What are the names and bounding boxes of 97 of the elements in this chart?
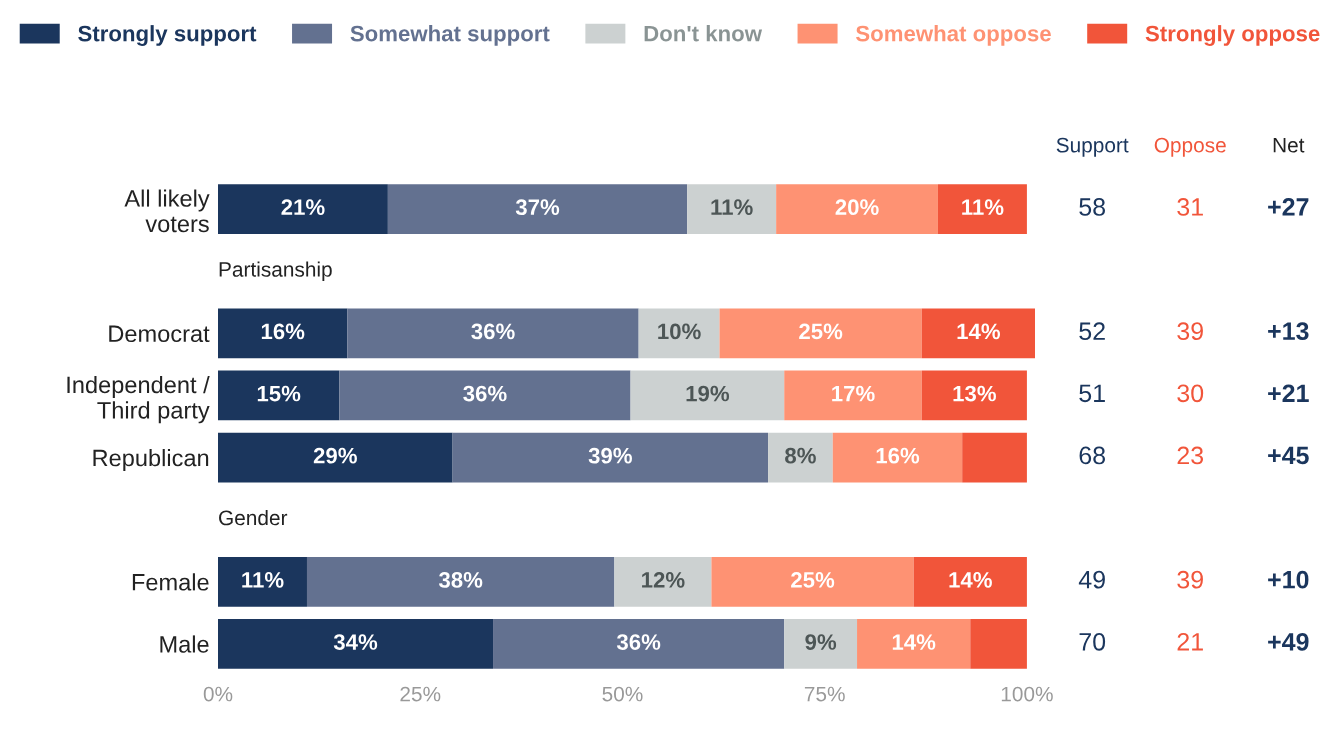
text: 39 xyxy=(1177,322,1203,341)
data-label: 36% xyxy=(616,634,661,650)
bar xyxy=(452,432,769,483)
text: Support xyxy=(1056,137,1129,157)
bar xyxy=(921,370,1027,421)
text: 51 xyxy=(1079,384,1105,403)
x-tick-label: 75% xyxy=(804,686,845,702)
data-label: 8% xyxy=(785,447,816,464)
y-tick-label: Democrat xyxy=(109,325,210,343)
bar xyxy=(339,370,631,421)
data-label: 37% xyxy=(515,199,560,216)
x-tick-label: 0% xyxy=(203,686,233,702)
data-label: 16% xyxy=(876,447,920,464)
bar xyxy=(493,619,785,669)
data-label: 34% xyxy=(333,634,378,650)
y-tick-label: Female xyxy=(132,573,209,591)
bar xyxy=(218,619,494,669)
bar xyxy=(970,619,1027,669)
data-label: 29% xyxy=(313,447,357,464)
legend-label: Don't know xyxy=(644,25,763,42)
bar xyxy=(913,556,1027,607)
bar xyxy=(937,184,1027,234)
bar xyxy=(630,370,785,421)
legend-label: Somewhat oppose xyxy=(855,25,1051,46)
bar xyxy=(784,370,922,421)
data-label: 11% xyxy=(711,199,753,215)
bar xyxy=(218,308,348,359)
data-label: 14% xyxy=(957,323,1001,340)
text: 49 xyxy=(1078,570,1105,589)
text: +10 xyxy=(1268,570,1309,589)
bar xyxy=(784,619,858,669)
text: 52 xyxy=(1079,322,1105,341)
text: 30 xyxy=(1177,384,1204,403)
y-tick-label: Independent / Third party xyxy=(67,375,210,424)
text: 58 xyxy=(1079,198,1106,216)
bar xyxy=(921,308,1035,359)
text: 21 xyxy=(1177,632,1203,651)
data-label: 10% xyxy=(658,323,701,340)
bar xyxy=(347,308,639,359)
data-label: 16% xyxy=(261,323,305,340)
data-label: 11% xyxy=(962,199,1004,215)
legend-label: Strongly support xyxy=(78,25,257,46)
text: +49 xyxy=(1268,632,1309,651)
legend-label: Strongly oppose xyxy=(1145,25,1320,46)
x-tick-label: 25% xyxy=(400,686,441,702)
annotation: Partisanship xyxy=(219,261,332,281)
legend-label: Somewhat support xyxy=(350,25,550,46)
text: Net xyxy=(1273,137,1305,153)
y-tick-label: All likely voters xyxy=(124,189,210,233)
data-label: 25% xyxy=(799,323,843,340)
bar xyxy=(687,184,777,234)
bar xyxy=(218,432,453,483)
x-tick-label: 50% xyxy=(602,686,643,702)
text: +21 xyxy=(1268,384,1309,402)
data-label: 11% xyxy=(242,572,284,588)
bar xyxy=(719,308,922,359)
bar xyxy=(962,432,1027,483)
text: +13 xyxy=(1268,322,1309,341)
text: 70 xyxy=(1079,632,1106,651)
data-label: 25% xyxy=(791,572,835,588)
data-label: 14% xyxy=(892,634,936,650)
bar xyxy=(638,308,720,359)
bar xyxy=(768,432,833,483)
bar xyxy=(711,556,914,607)
data-label: 19% xyxy=(686,385,730,402)
data-label: 9% xyxy=(805,634,837,650)
bar xyxy=(306,556,615,607)
bar xyxy=(614,556,712,607)
text: 23 xyxy=(1177,446,1204,465)
text: Oppose xyxy=(1154,137,1226,157)
bar xyxy=(857,619,971,669)
data-label: 20% xyxy=(835,199,879,216)
text: 39 xyxy=(1177,570,1203,589)
data-label: 39% xyxy=(588,447,632,464)
x-tick-label: 100% xyxy=(1001,686,1053,702)
data-label: 15% xyxy=(257,385,301,402)
text: +27 xyxy=(1268,198,1309,216)
data-label: 14% xyxy=(949,572,992,588)
bar xyxy=(218,556,307,607)
text: 31 xyxy=(1177,198,1203,216)
y-tick-label: Republican xyxy=(93,449,209,472)
bar xyxy=(218,184,388,234)
data-label: 36% xyxy=(463,385,507,402)
data-label: 36% xyxy=(471,323,515,340)
data-label: 13% xyxy=(953,385,996,402)
bar xyxy=(218,370,340,421)
data-label: 21% xyxy=(281,199,325,215)
text: 68 xyxy=(1079,446,1106,465)
bar xyxy=(387,184,688,234)
data-label: 12% xyxy=(642,572,685,588)
bar xyxy=(832,432,963,483)
bar xyxy=(776,184,938,234)
data-label: 17% xyxy=(832,385,875,402)
annotation: Gender xyxy=(219,509,288,526)
text: +45 xyxy=(1268,446,1309,465)
y-tick-label: Male xyxy=(160,635,209,653)
data-label: 38% xyxy=(438,572,483,588)
